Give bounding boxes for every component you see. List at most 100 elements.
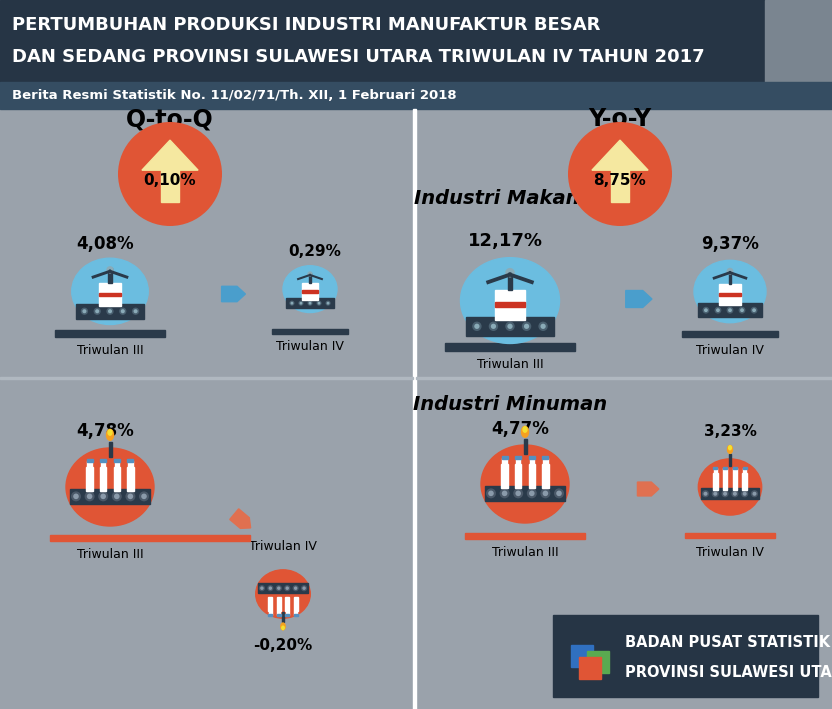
Text: Triwulan III: Triwulan III [477, 359, 543, 372]
Text: 0,10%: 0,10% [144, 173, 196, 188]
Ellipse shape [72, 258, 148, 325]
Bar [516, 458, 521, 464]
Circle shape [726, 268, 734, 274]
Bar [282, 613, 284, 622]
Circle shape [752, 308, 756, 312]
Bar [743, 468, 746, 473]
Circle shape [300, 302, 302, 305]
Circle shape [557, 491, 562, 496]
Bar [733, 467, 737, 469]
Bar [272, 329, 348, 334]
Circle shape [538, 322, 547, 331]
Bar [285, 597, 290, 611]
Circle shape [702, 490, 709, 497]
Polygon shape [626, 291, 652, 308]
Bar [515, 457, 521, 459]
Circle shape [95, 309, 99, 313]
Circle shape [308, 301, 313, 306]
Bar [127, 459, 133, 462]
Text: 12,17%: 12,17% [468, 232, 542, 250]
Circle shape [114, 493, 120, 499]
Ellipse shape [481, 445, 569, 523]
Circle shape [541, 324, 546, 329]
Bar [484, 486, 566, 501]
Bar [108, 442, 111, 457]
Bar [701, 488, 759, 499]
Circle shape [290, 301, 295, 306]
Text: PROVINSI SULAWESI UTARA: PROVINSI SULAWESI UTARA [625, 665, 832, 680]
Circle shape [275, 585, 282, 591]
Polygon shape [142, 140, 198, 170]
Text: 8,75%: 8,75% [593, 173, 646, 188]
Ellipse shape [729, 446, 731, 450]
Circle shape [488, 491, 494, 496]
Bar [724, 468, 727, 473]
Bar [127, 467, 134, 491]
Polygon shape [592, 140, 648, 170]
Bar [277, 614, 280, 616]
Bar [286, 298, 334, 308]
Bar [713, 473, 718, 490]
Circle shape [728, 308, 732, 312]
Ellipse shape [727, 445, 732, 453]
Circle shape [126, 491, 136, 501]
Circle shape [741, 490, 748, 497]
Bar [501, 464, 508, 488]
Bar [523, 439, 527, 454]
Circle shape [259, 585, 265, 591]
Circle shape [568, 122, 672, 226]
Ellipse shape [460, 257, 559, 343]
Bar [529, 458, 534, 464]
Circle shape [139, 491, 149, 501]
Bar [113, 467, 120, 491]
Circle shape [85, 491, 95, 501]
Circle shape [293, 585, 299, 591]
Bar [128, 461, 133, 467]
Circle shape [307, 272, 313, 277]
Circle shape [302, 586, 306, 590]
Circle shape [502, 491, 508, 496]
Ellipse shape [66, 448, 154, 526]
Bar [108, 268, 111, 283]
Bar [742, 473, 747, 490]
Circle shape [260, 586, 264, 590]
Circle shape [542, 491, 548, 496]
Bar [50, 535, 250, 541]
Bar [302, 283, 318, 300]
Circle shape [716, 308, 720, 312]
Ellipse shape [282, 626, 285, 630]
Circle shape [127, 493, 133, 499]
Circle shape [316, 301, 322, 306]
Circle shape [491, 324, 496, 329]
Bar [269, 611, 272, 615]
Bar [70, 489, 151, 504]
Text: DAN SEDANG PROVINSI SULAWESI UTARA TRIWULAN IV TAHUN 2017: DAN SEDANG PROVINSI SULAWESI UTARA TRIWU… [12, 48, 705, 66]
Circle shape [713, 492, 717, 496]
Circle shape [325, 301, 330, 306]
Text: 4,78%: 4,78% [76, 422, 134, 440]
Circle shape [309, 302, 311, 305]
Circle shape [515, 491, 521, 496]
Bar [571, 645, 593, 667]
Circle shape [284, 585, 290, 591]
Bar [528, 464, 535, 488]
Polygon shape [637, 482, 659, 496]
Text: Triwulan III: Triwulan III [77, 547, 143, 561]
Bar [277, 611, 280, 615]
Ellipse shape [523, 427, 527, 432]
Text: Y-o-Y: Y-o-Y [588, 107, 651, 131]
Bar [503, 458, 507, 464]
Circle shape [81, 308, 88, 315]
Circle shape [93, 308, 101, 315]
Bar [286, 611, 289, 615]
Bar [682, 331, 778, 337]
Circle shape [106, 308, 114, 315]
Circle shape [121, 309, 125, 313]
Ellipse shape [108, 430, 112, 435]
Circle shape [751, 490, 758, 497]
Circle shape [524, 324, 529, 329]
Bar [87, 459, 92, 462]
Bar [553, 615, 818, 697]
Text: Triwulan IV: Triwulan IV [696, 545, 764, 559]
Circle shape [488, 322, 498, 331]
